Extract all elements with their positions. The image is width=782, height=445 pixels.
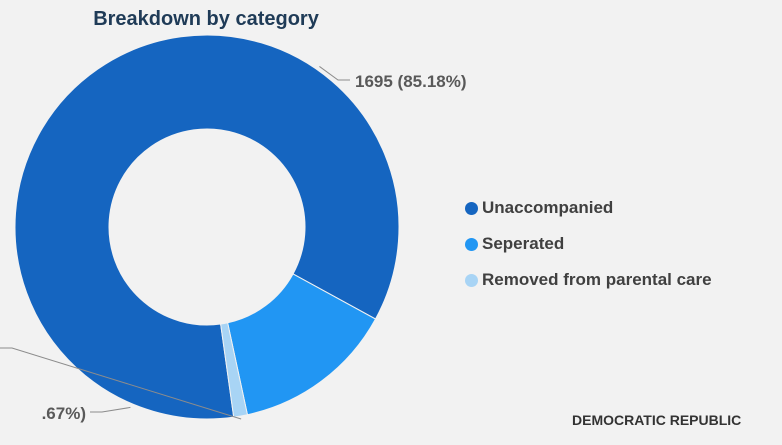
legend-swatch	[465, 273, 478, 287]
legend-swatch	[465, 237, 478, 251]
legend-label: Removed from parental care	[482, 270, 712, 289]
legend: Unaccompanied Seperated Removed from paren…	[465, 190, 712, 298]
data-label-seperated: .67%)	[42, 404, 86, 423]
legend-label: Seperated	[482, 234, 565, 253]
legend-label: Unaccompanied	[482, 198, 614, 217]
chart-title: Breakdown by category	[93, 8, 319, 30]
leader-line-unaccompanied	[319, 66, 350, 81]
legend-swatch	[465, 201, 478, 215]
leader-line-removed-from-parental-care	[0, 347, 242, 420]
slice-removed-from-parental-care	[220, 322, 249, 418]
legend-item-seperated: Seperated	[465, 226, 712, 262]
leader-line-seperated	[90, 406, 131, 413]
legend-item-unaccompanied: Unaccompanied	[465, 190, 712, 226]
slice-unaccompanied	[14, 34, 400, 420]
legend-item-removed-from-parental-care: Removed from parental care	[465, 262, 712, 298]
footer-text: DEMOCRATIC REPUBLIC	[572, 412, 742, 428]
data-label-unaccompanied: 1695 (85.18%)	[355, 72, 467, 91]
